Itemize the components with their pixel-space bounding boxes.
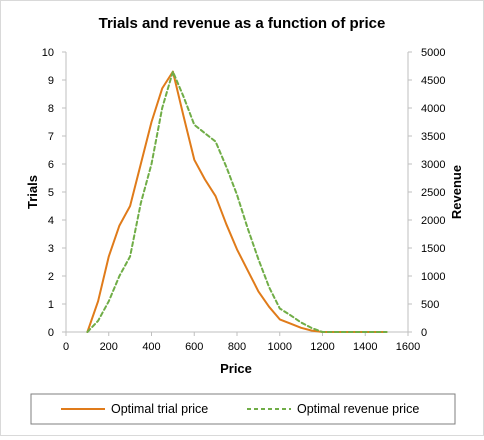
x-axis-title: Price <box>220 361 252 376</box>
x-tick-label: 1000 <box>268 341 292 353</box>
series-line-1 <box>86 70 388 333</box>
x-tick-label: 1600 <box>396 341 420 353</box>
y-tick-label: 1 <box>48 299 54 311</box>
y-tick-label: 4 <box>48 215 54 227</box>
y2-tick-label: 2500 <box>421 187 445 199</box>
y-tick-label: 8 <box>48 103 54 115</box>
y-tick-label: 5 <box>48 187 54 199</box>
legend-label-1: Optimal trial price <box>111 402 208 416</box>
y2-tick-label: 1500 <box>421 243 445 255</box>
y2-tick-label: 5000 <box>421 47 445 59</box>
y-tick-label: 9 <box>48 75 54 87</box>
y2-tick-label: 4000 <box>421 103 445 115</box>
y-tick-label: 0 <box>48 327 54 339</box>
y2-tick-label: 0 <box>421 327 427 339</box>
y-tick-label: 2 <box>48 271 54 283</box>
x-tick-label: 200 <box>100 341 118 353</box>
x-tick-label: 600 <box>185 341 203 353</box>
y2-tick-label: 4500 <box>421 75 445 87</box>
x-tick-label: 1400 <box>353 341 377 353</box>
y-tick-label: 7 <box>48 131 54 143</box>
y2-tick-label: 3000 <box>421 159 445 171</box>
chart-title: Trials and revenue as a function of pric… <box>99 15 386 32</box>
y-tick-label: 3 <box>48 243 54 255</box>
x-tick-label: 800 <box>228 341 246 353</box>
x-tick-label: 400 <box>142 341 160 353</box>
legend: Optimal trial price Optimal revenue price <box>30 393 456 425</box>
x-tick-label: 0 <box>63 341 69 353</box>
y-tick-label: 10 <box>42 47 54 59</box>
y2-tick-label: 500 <box>421 299 439 311</box>
legend-label-2: Optimal revenue price <box>297 402 419 416</box>
y2-tick-label: 1000 <box>421 271 445 283</box>
y2-tick-label: 2000 <box>421 215 445 227</box>
y-tick-label: 6 <box>48 159 54 171</box>
y2-axis-title: Revenue <box>449 165 464 219</box>
series-line-2 <box>86 70 388 333</box>
x-tick-label: 1200 <box>310 341 334 353</box>
y2-tick-label: 3500 <box>421 131 445 143</box>
y-axis-title: Trials <box>25 175 40 209</box>
